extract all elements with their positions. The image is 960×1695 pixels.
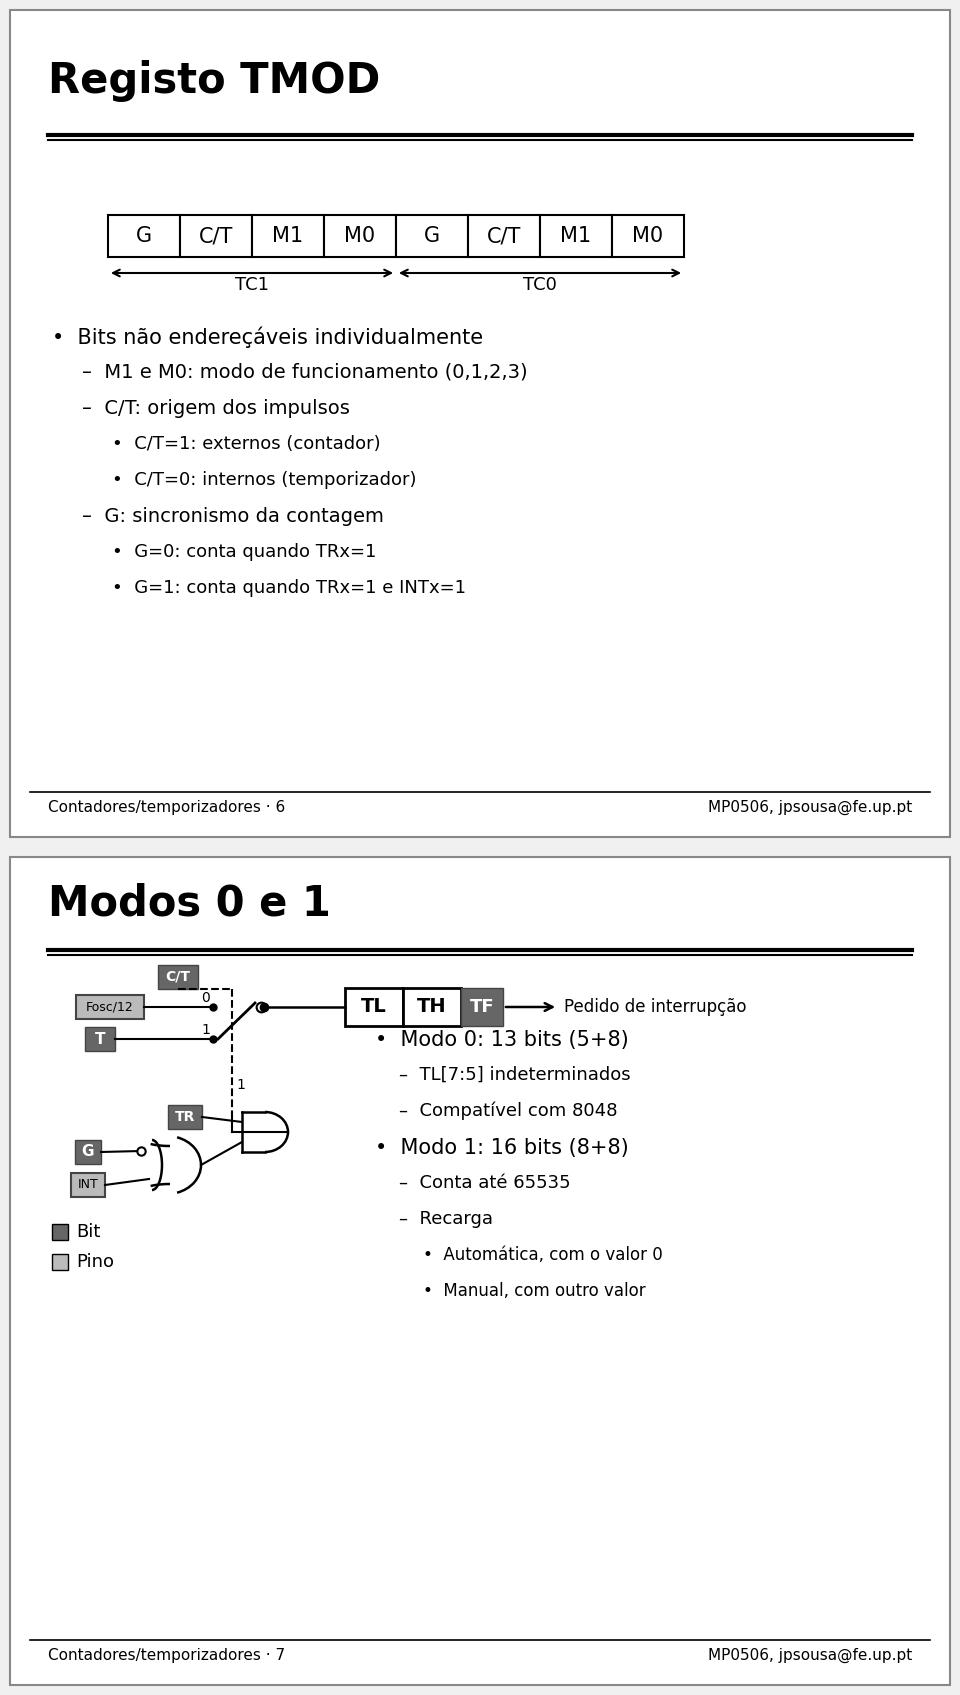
Text: •  Modo 0: 13 bits (5+8): • Modo 0: 13 bits (5+8) (375, 1031, 629, 1049)
Text: Pino: Pino (76, 1253, 114, 1271)
Text: –  TL[7:5] indeterminados: – TL[7:5] indeterminados (399, 1066, 631, 1085)
FancyBboxPatch shape (345, 988, 403, 1025)
FancyBboxPatch shape (168, 1105, 202, 1129)
Text: TH: TH (418, 997, 446, 1017)
Text: –  Conta até 65535: – Conta até 65535 (399, 1175, 570, 1192)
Text: C/T: C/T (487, 225, 521, 246)
Text: Fosc/12: Fosc/12 (86, 1000, 133, 1014)
Text: Pedido de interrupção: Pedido de interrupção (564, 998, 747, 1015)
FancyBboxPatch shape (324, 215, 396, 258)
FancyBboxPatch shape (180, 215, 252, 258)
FancyBboxPatch shape (158, 964, 198, 988)
Text: Modos 0 e 1: Modos 0 e 1 (48, 881, 331, 924)
FancyBboxPatch shape (396, 215, 468, 258)
Text: •  Manual, com outro valor: • Manual, com outro valor (423, 1281, 646, 1300)
Text: MP0506, jpsousa@fe.up.pt: MP0506, jpsousa@fe.up.pt (708, 800, 912, 815)
Text: Registo TMOD: Registo TMOD (48, 59, 380, 102)
Text: Bit: Bit (76, 1224, 101, 1241)
Text: •  C/T=1: externos (contador): • C/T=1: externos (contador) (112, 436, 380, 453)
Text: G: G (136, 225, 152, 246)
FancyBboxPatch shape (52, 1224, 68, 1241)
Text: M1: M1 (561, 225, 591, 246)
FancyBboxPatch shape (468, 215, 540, 258)
Text: •  C/T=0: internos (temporizador): • C/T=0: internos (temporizador) (112, 471, 417, 488)
FancyBboxPatch shape (76, 995, 144, 1019)
Text: •  G=1: conta quando TRx=1 e INTx=1: • G=1: conta quando TRx=1 e INTx=1 (112, 580, 466, 597)
Text: M1: M1 (273, 225, 303, 246)
FancyBboxPatch shape (75, 1141, 101, 1164)
Text: TL: TL (361, 997, 387, 1017)
Text: Contadores/temporizadores · 6: Contadores/temporizadores · 6 (48, 800, 285, 815)
Text: INT: INT (78, 1178, 98, 1192)
FancyBboxPatch shape (540, 215, 612, 258)
FancyBboxPatch shape (252, 215, 324, 258)
Text: –  M1 e M0: modo de funcionamento (0,1,2,3): – M1 e M0: modo de funcionamento (0,1,2,… (82, 363, 528, 381)
Text: TC1: TC1 (235, 276, 269, 293)
Text: –  Recarga: – Recarga (399, 1210, 493, 1227)
Text: G: G (424, 225, 440, 246)
Text: TF: TF (469, 998, 494, 1015)
Text: T: T (95, 1032, 106, 1046)
Text: 1: 1 (202, 1024, 210, 1037)
Text: C/T: C/T (199, 225, 233, 246)
Text: Contadores/temporizadores · 7: Contadores/temporizadores · 7 (48, 1648, 285, 1663)
Text: –  C/T: origem dos impulsos: – C/T: origem dos impulsos (82, 398, 349, 419)
FancyBboxPatch shape (403, 988, 461, 1025)
Text: MP0506, jpsousa@fe.up.pt: MP0506, jpsousa@fe.up.pt (708, 1648, 912, 1663)
FancyBboxPatch shape (71, 1173, 105, 1197)
Text: 1: 1 (236, 1078, 245, 1092)
FancyBboxPatch shape (612, 215, 684, 258)
FancyBboxPatch shape (461, 988, 503, 1025)
Text: –  Compatível com 8048: – Compatível com 8048 (399, 1102, 617, 1120)
Text: •  Bits não endereçáveis individualmente: • Bits não endereçáveis individualmente (52, 327, 483, 349)
FancyBboxPatch shape (10, 858, 950, 1685)
Text: •  Modo 1: 16 bits (8+8): • Modo 1: 16 bits (8+8) (375, 1137, 629, 1158)
Text: •  Automática, com o valor 0: • Automática, com o valor 0 (423, 1246, 662, 1264)
Text: G: G (82, 1144, 94, 1159)
Text: C/T: C/T (165, 970, 190, 985)
Text: M0: M0 (633, 225, 663, 246)
Text: M0: M0 (345, 225, 375, 246)
Text: •  G=0: conta quando TRx=1: • G=0: conta quando TRx=1 (112, 542, 376, 561)
Text: 0: 0 (202, 992, 210, 1005)
FancyBboxPatch shape (52, 1254, 68, 1270)
FancyBboxPatch shape (10, 10, 950, 837)
Text: TR: TR (175, 1110, 195, 1124)
FancyBboxPatch shape (85, 1027, 115, 1051)
FancyBboxPatch shape (108, 215, 180, 258)
Text: –  G: sincronismo da contagem: – G: sincronismo da contagem (82, 507, 384, 525)
Text: TC0: TC0 (523, 276, 557, 293)
